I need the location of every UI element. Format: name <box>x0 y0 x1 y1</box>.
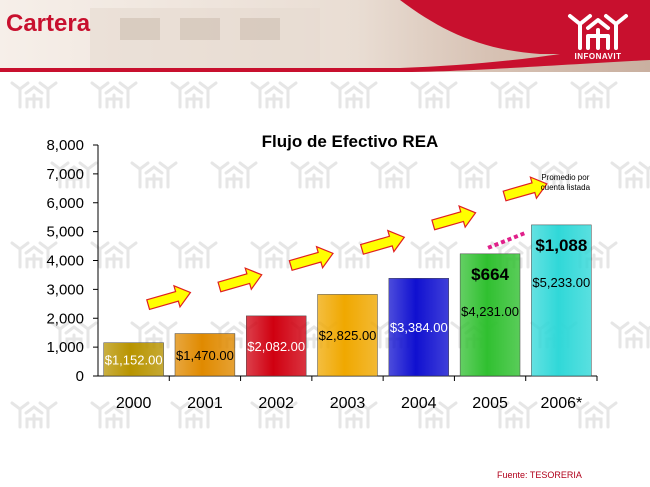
y-tick-label: 4,000 <box>46 253 84 270</box>
trend-connector <box>487 231 527 250</box>
chart-title: Flujo de Efectivo REA <box>262 132 439 151</box>
watermark-logo-icon <box>490 81 538 109</box>
watermark-logo-icon <box>170 81 218 109</box>
x-tick-label: 2002 <box>258 395 294 412</box>
watermark-logo-icon <box>10 81 58 109</box>
x-tick-label: 2000 <box>116 395 152 412</box>
watermark-logo-icon <box>250 81 298 109</box>
note-line: Promedio por <box>541 173 589 182</box>
watermark-logo-icon <box>330 401 378 429</box>
y-tick-label: 1,000 <box>46 339 84 356</box>
y-tick-label: 0 <box>76 368 84 385</box>
watermark-logo-icon <box>330 81 378 109</box>
watermark-logo-icon <box>450 161 498 189</box>
watermark-logo-icon <box>50 321 98 349</box>
growth-arrow-icon <box>502 176 548 202</box>
source-note: Fuente: TESORERIA <box>497 470 582 480</box>
y-tick-label: 2,000 <box>46 310 84 327</box>
watermark-logo-icon <box>130 321 178 349</box>
y-tick-label: 5,000 <box>46 224 84 241</box>
y-tick-label: 3,000 <box>46 281 84 298</box>
bar <box>388 278 449 377</box>
watermark-logo-icon <box>90 241 138 269</box>
watermark-logo-icon <box>370 161 418 189</box>
watermark-logo-icon <box>250 241 298 269</box>
watermark-logo-icon <box>10 241 58 269</box>
watermark-logo-icon <box>210 161 258 189</box>
x-tick-label: 2006* <box>540 395 582 412</box>
watermark-logo-icon <box>90 401 138 429</box>
watermark-logo-icon <box>570 401 618 429</box>
watermark-logo-icon <box>410 241 458 269</box>
note-line: cuenta listada <box>541 183 591 192</box>
watermark-logo-icon <box>10 401 58 429</box>
average-label: $664 <box>471 265 509 284</box>
x-tick-label: 2004 <box>401 395 437 412</box>
x-tick-label: 2003 <box>330 395 366 412</box>
value-label: $5,233.00 <box>532 275 590 290</box>
watermark-logo-icon <box>490 401 538 429</box>
watermark-logo-icon <box>130 161 178 189</box>
growth-arrow-icon <box>146 284 192 311</box>
bar <box>103 342 164 377</box>
watermark-logo-icon <box>50 161 98 189</box>
watermark-logo-icon <box>610 161 650 189</box>
page-title: Cartera <box>6 10 91 37</box>
value-label: $4,231.00 <box>461 304 519 319</box>
logo-text: INFONAVIT <box>574 52 622 61</box>
watermark-logo-icon <box>610 321 650 349</box>
watermark-logo-icon <box>90 81 138 109</box>
bar <box>317 294 378 377</box>
watermark-logo-icon <box>250 401 298 429</box>
value-label: $1,152.00 <box>105 352 163 367</box>
bar <box>246 315 307 377</box>
watermark-logo-icon <box>410 401 458 429</box>
watermark-logo-icon <box>410 81 458 109</box>
watermark-logo-icon <box>170 401 218 429</box>
bar <box>459 253 521 377</box>
bar <box>174 333 236 377</box>
x-tick-label: 2005 <box>472 395 508 412</box>
y-tick-label: 7,000 <box>46 166 84 183</box>
watermark-logo-icon <box>570 81 618 109</box>
value-label: $3,384.00 <box>390 320 448 335</box>
y-tick-label: 8,000 <box>46 137 84 154</box>
bar <box>531 224 592 377</box>
growth-arrow-icon <box>217 267 263 293</box>
watermark-logo-icon <box>170 241 218 269</box>
growth-arrow-icon <box>431 205 477 231</box>
x-tick-label: 2001 <box>187 395 223 412</box>
growth-arrow-icon <box>359 229 406 255</box>
watermark-logo-icon <box>290 161 338 189</box>
watermark-logo-icon <box>530 161 578 189</box>
value-label: $2,082.00 <box>247 339 305 354</box>
y-tick-label: 6,000 <box>46 195 84 212</box>
growth-arrow-icon <box>288 245 334 272</box>
value-label: $2,825.00 <box>319 328 377 343</box>
average-label: $1,088 <box>535 236 587 255</box>
infonavit-logo <box>568 14 628 50</box>
value-label: $1,470.00 <box>176 348 234 363</box>
header-band <box>0 0 650 72</box>
